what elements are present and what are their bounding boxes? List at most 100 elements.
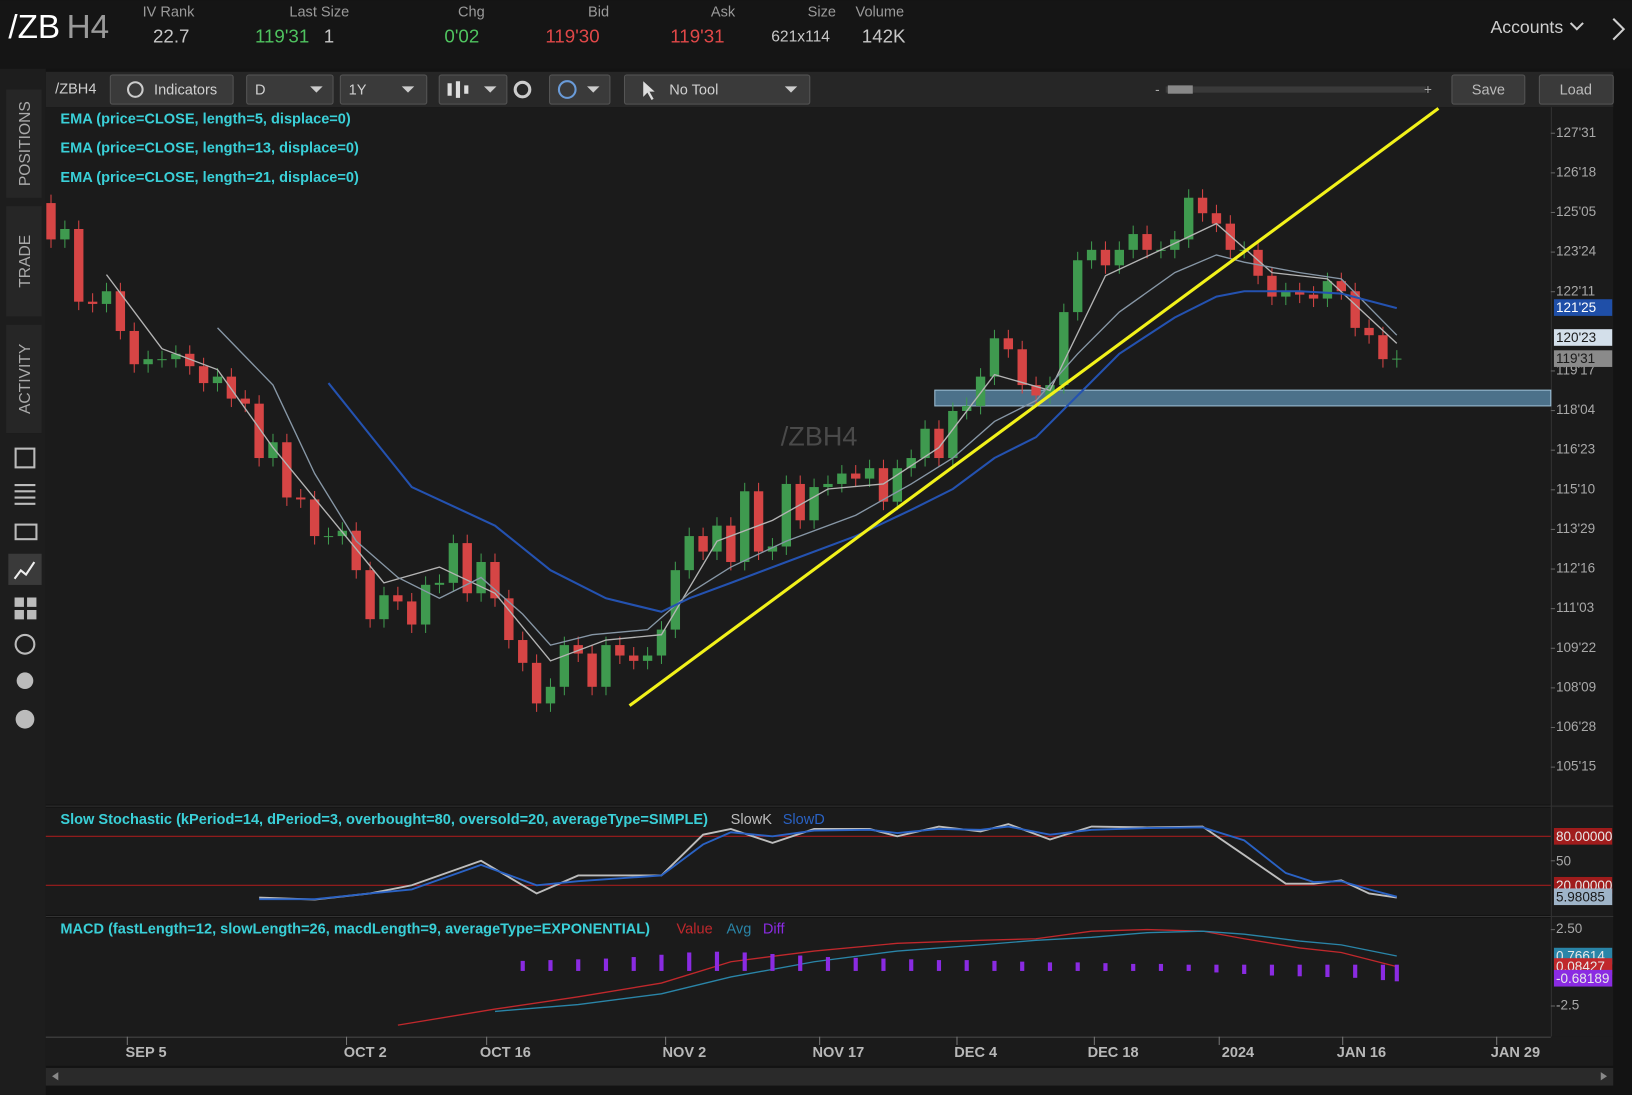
candle-body xyxy=(1128,234,1138,250)
range-dropdown[interactable] xyxy=(339,74,428,105)
candle-body xyxy=(157,359,167,361)
chart-layer: IV Rank 22.7 Last Size 119'31 1 Chg 0'02 Bid 119… xyxy=(45,4,1613,1061)
help-icon[interactable] xyxy=(15,709,35,729)
histogram-bar xyxy=(687,952,692,971)
candle-body xyxy=(1086,249,1097,261)
legend-entry: SlowD xyxy=(783,812,825,828)
tab-label: POSITIONS xyxy=(17,101,34,186)
x-tick-label: 2024 xyxy=(1222,1045,1255,1061)
settings-button[interactable] xyxy=(513,80,532,99)
value-label-box xyxy=(1553,329,1613,346)
zoom-thumb[interactable] xyxy=(1167,85,1193,94)
tab-positions[interactable] xyxy=(6,89,42,198)
field-label: Bid xyxy=(588,4,609,20)
save-button[interactable] xyxy=(1451,74,1526,105)
y-tick-label: 126'18 xyxy=(1556,164,1596,179)
toolbar-symbol[interactable]: /ZBH4 xyxy=(55,81,96,97)
x-tick-label: SEP 5 xyxy=(126,1045,167,1061)
candle-body xyxy=(656,629,667,656)
histogram-bar xyxy=(964,960,969,971)
tool-dropdown[interactable] xyxy=(623,74,811,105)
dropdown-caret xyxy=(587,86,600,93)
field-value: 119'31 xyxy=(670,25,724,46)
candle-body xyxy=(379,595,389,620)
candle-body xyxy=(1350,291,1360,328)
histogram-bar xyxy=(1103,963,1108,971)
sidebar-icon[interactable] xyxy=(14,633,36,655)
zoom-track[interactable] xyxy=(1165,86,1426,93)
study-label: EMA (price=CLOSE, length=13, displace=0) xyxy=(60,141,359,157)
y-tick-label: 118'04 xyxy=(1556,402,1596,417)
histogram-bar xyxy=(853,957,858,971)
y-tick-label: 111'03 xyxy=(1556,600,1594,615)
scrollbar[interactable] xyxy=(45,1067,1614,1086)
expand-icon[interactable] xyxy=(1612,18,1626,41)
x-tick-label: NOV 17 xyxy=(812,1045,864,1061)
sidebar-icon[interactable] xyxy=(14,484,36,505)
series-line xyxy=(327,290,1398,613)
accounts-caret[interactable] xyxy=(1569,22,1584,31)
accounts-menu[interactable]: Accounts xyxy=(1490,17,1563,37)
candle-body xyxy=(420,584,431,625)
zoom-in[interactable]: + xyxy=(1424,82,1432,97)
candle-body xyxy=(892,468,903,502)
load-button[interactable] xyxy=(1538,74,1614,105)
sidebar-icon[interactable] xyxy=(14,597,37,620)
y-tick-label: 105'15 xyxy=(1556,759,1596,774)
histogram-bar xyxy=(1325,964,1330,978)
y-tick-label: 125'05 xyxy=(1556,204,1596,219)
series-line xyxy=(217,254,1398,646)
sidebar-icon[interactable] xyxy=(16,672,34,690)
field-label: Ask xyxy=(711,4,736,20)
aggregation-label: D xyxy=(255,82,266,98)
histogram-bar xyxy=(1047,962,1053,971)
field-value: 22.7 xyxy=(153,25,189,46)
x-tick-label: DEC 4 xyxy=(954,1045,998,1061)
indicators-button[interactable] xyxy=(109,74,234,105)
y-tick-label: 122'11 xyxy=(1556,283,1595,298)
sidebar-icon[interactable] xyxy=(14,523,38,541)
tab-activity[interactable] xyxy=(6,324,42,434)
candle-body xyxy=(518,640,528,663)
candle-body xyxy=(185,353,195,367)
candle-body xyxy=(240,398,250,404)
sidebar-icon-active[interactable] xyxy=(8,553,42,585)
dropdown-caret xyxy=(483,86,497,93)
value-label-box xyxy=(1553,888,1613,906)
candle-body xyxy=(198,366,209,384)
legend-entry: Value xyxy=(677,921,713,937)
x-tick-label: DEC 18 xyxy=(1088,1045,1139,1061)
legend-entry: SlowK xyxy=(731,812,773,828)
candle-body xyxy=(268,442,278,459)
trendline xyxy=(628,107,1440,707)
field-extra: 1 xyxy=(324,25,334,46)
candle-body xyxy=(809,487,819,521)
histogram-bar xyxy=(1020,961,1025,971)
candle-body xyxy=(393,595,403,602)
stochastic-pane xyxy=(45,807,1551,915)
zoom-out[interactable]: - xyxy=(1155,82,1160,97)
aggregation-dropdown[interactable] xyxy=(246,74,334,105)
study-title: Slow Stochastic (kPeriod=14, dPeriod=3, … xyxy=(60,812,708,828)
candle-body xyxy=(1281,291,1291,297)
dropdown-caret xyxy=(401,86,415,93)
candle-body xyxy=(989,338,1000,377)
tab-trade[interactable] xyxy=(6,206,42,317)
study-title: MACD (fastLength=12, slowLength=26, macd… xyxy=(60,921,650,937)
candle-body xyxy=(351,530,361,571)
histogram-bar xyxy=(1131,963,1136,971)
histogram-bar xyxy=(631,957,636,971)
candle-body xyxy=(1031,385,1041,396)
field-label: Last Size xyxy=(289,4,349,20)
sidebar-icon[interactable] xyxy=(14,447,36,469)
histogram-bar xyxy=(1158,963,1164,971)
candle-body xyxy=(171,353,181,360)
candle-body xyxy=(254,403,264,459)
tab-label: TRADE xyxy=(17,235,34,288)
value-label: 119'31 xyxy=(1556,351,1595,366)
candle-body xyxy=(1100,249,1111,266)
candle-body xyxy=(670,570,681,630)
candle-body xyxy=(504,598,514,641)
candle-body xyxy=(726,525,736,562)
candle-body xyxy=(1059,312,1069,386)
